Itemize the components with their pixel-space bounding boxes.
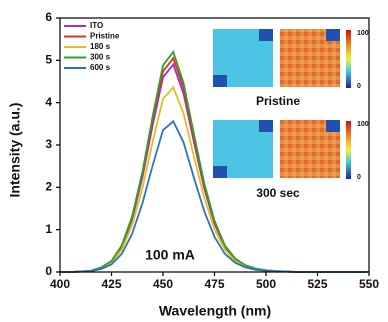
y-tick-label: 6 [45,10,52,24]
annotation: 100 mA [145,247,195,263]
x-tick-label: 500 [256,277,276,291]
inset-image [326,120,340,132]
inset-caption: Pristine [256,94,300,108]
y-tick-label: 2 [45,180,52,194]
x-tick-label: 425 [101,277,121,291]
y-tick-label: 5 [45,53,52,67]
colorbar-label: 100 [357,30,369,37]
legend-label: 180 s [90,42,111,51]
x-tick-label: 400 [50,277,70,291]
inset-image [259,29,273,41]
inset-2 [213,120,351,179]
inset-image [326,29,340,41]
colorbar-label: 0 [357,174,361,181]
y-tick-label: 1 [45,222,52,236]
legend-label: ITO [90,21,103,30]
legend-label: Pristine [90,32,120,41]
y-tick-label: 4 [45,95,52,109]
legend-label: 300 s [90,53,111,62]
x-tick-label: 475 [204,277,224,291]
y-tick-label: 3 [45,137,52,151]
series-line [60,87,369,272]
y-tick-label: 0 [45,264,52,278]
colorbar-label: 100 [357,121,369,128]
x-tick-label: 450 [153,277,173,291]
x-tick-label: 550 [359,277,379,291]
x-axis-label: Wavelength (nm) [159,303,271,319]
inset-1 [213,29,351,88]
colorbar-label: 0 [357,83,361,90]
y-axis-label: Intensity (a.u.) [7,103,23,198]
legend-label: 600 s [90,63,111,72]
inset-image [213,166,227,178]
colorbar [346,121,351,179]
inset-image [259,120,273,132]
x-tick-label: 525 [307,277,327,291]
inset-image [213,75,227,87]
chart: Intensity (a.u.) Wavelength (nm) 100 mA … [0,0,388,322]
colorbar [346,30,351,88]
inset-caption: 300 sec [256,186,300,200]
